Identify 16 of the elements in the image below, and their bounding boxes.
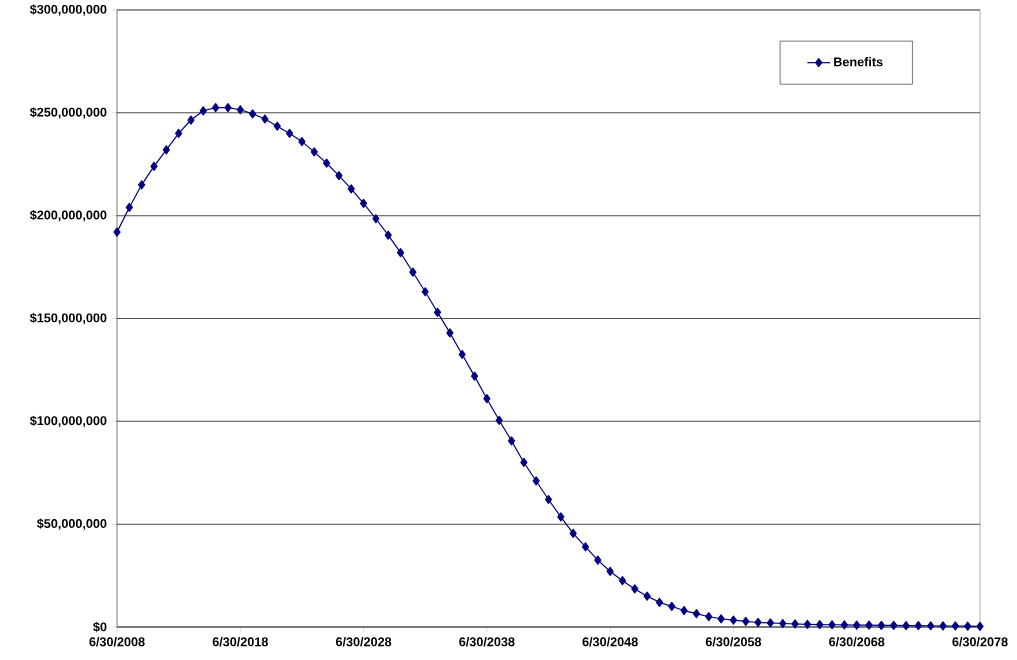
- x-tick-label: 6/30/2038: [459, 637, 515, 647]
- x-tick-label: 6/30/2068: [829, 637, 885, 647]
- x-tick-label: 6/30/2048: [582, 637, 638, 647]
- x-tick-label: 6/30/2018: [212, 637, 268, 647]
- x-tick-label: 6/30/2058: [705, 637, 762, 647]
- y-tick-label: $300,000,000: [29, 4, 107, 16]
- y-tick-label: $250,000,000: [29, 107, 107, 119]
- y-tick-label: $0: [93, 621, 107, 633]
- x-tick-label: 6/30/2078: [952, 637, 1008, 647]
- legend-label: Benefits: [834, 57, 883, 67]
- y-tick-label: $50,000,000: [36, 518, 107, 530]
- y-tick-label: $150,000,000: [29, 312, 107, 325]
- y-tick-label: $100,000,000: [29, 415, 107, 427]
- x-tick-label: 6/30/2028: [335, 637, 392, 647]
- x-tick-label: 6/30/2008: [89, 637, 145, 647]
- y-tick-label: $200,000,000: [29, 209, 107, 222]
